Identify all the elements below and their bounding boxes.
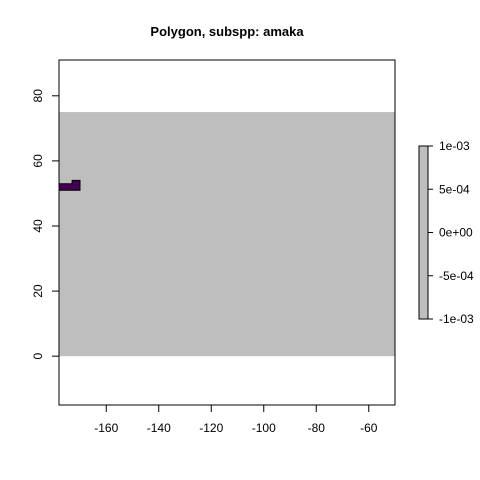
y-tick-label: 40: [31, 219, 45, 233]
y-tick-label: 80: [31, 89, 45, 103]
raster-layer: [59, 112, 395, 357]
legend-colorbar: [418, 145, 429, 320]
y-tick-label: 0: [31, 353, 45, 360]
plot-area: [58, 59, 396, 406]
legend-tick-label: 0e+00: [439, 226, 473, 240]
chart-title: Polygon, subspp: amaka: [150, 24, 304, 39]
legend-tick-label: 5e-04: [439, 182, 470, 196]
legend-tick-label: -1e-03: [439, 312, 474, 326]
y-tick-label: 20: [31, 284, 45, 298]
y-axis: 0 20 40 60 80: [31, 89, 60, 360]
legend: 1e-03 5e-04 0e+00 -5e-04 -1e-03: [418, 139, 474, 326]
legend-tick-label: -5e-04: [439, 269, 474, 283]
legend-tick-label: 1e-03: [439, 139, 470, 153]
x-tick-label: -140: [147, 421, 171, 435]
y-tick-label: 60: [31, 154, 45, 168]
x-tick-label: -160: [94, 421, 118, 435]
x-tick-label: -100: [252, 421, 276, 435]
x-tick-label: -80: [308, 421, 326, 435]
x-axis: -160 -140 -120 -100 -80 -60: [94, 404, 378, 435]
x-tick-label: -60: [360, 421, 378, 435]
x-tick-label: -120: [199, 421, 223, 435]
